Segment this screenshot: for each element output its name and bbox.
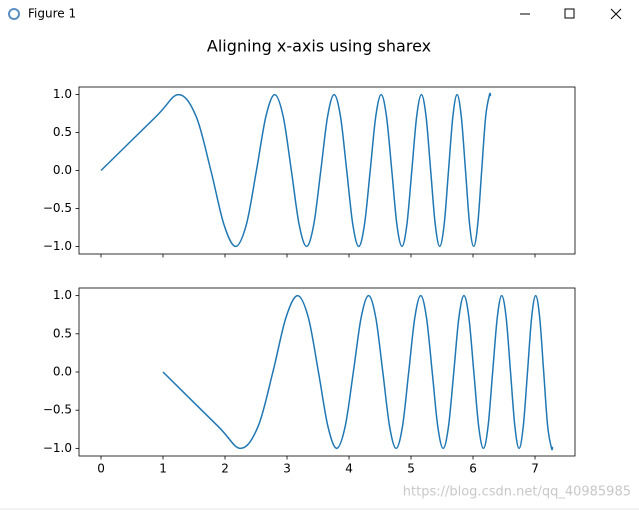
x-tick-label: 1: [159, 462, 167, 476]
x-tick-label: 6: [469, 462, 477, 476]
title-bar: Figure 1: [8, 7, 622, 21]
y-tick-label: −1.0: [43, 239, 72, 253]
x-tick-label: 0: [97, 462, 105, 476]
x-tick-label: 4: [345, 462, 353, 476]
y-tick-label: 1.0: [53, 288, 72, 302]
x-tick-label: 7: [531, 462, 539, 476]
y-tick-label: 0.5: [53, 326, 72, 340]
y-tick-label: 0.5: [53, 125, 72, 139]
data-line: [162, 294, 554, 451]
y-tick-label: −0.5: [43, 201, 72, 215]
x-tick-label: 5: [407, 462, 415, 476]
maximize-button[interactable]: [564, 8, 575, 19]
y-tick-label: 0.0: [53, 365, 72, 379]
x-tick-label: 3: [283, 462, 291, 476]
y-tick-label: 1.0: [53, 87, 72, 101]
data-line: [100, 92, 492, 248]
y-tick-label: −0.5: [43, 403, 72, 417]
app-icon: [8, 8, 20, 20]
y-tick-label: −1.0: [43, 441, 72, 455]
figure-title: Aligning x-axis using sharex: [207, 37, 431, 56]
window-title: Figure 1: [28, 7, 76, 21]
y-tick-label: 0.0: [53, 163, 72, 177]
x-tick-label: 2: [221, 462, 229, 476]
watermark: https://blog.csdn.net/qq_40985985: [403, 485, 631, 500]
close-button[interactable]: [610, 8, 622, 20]
